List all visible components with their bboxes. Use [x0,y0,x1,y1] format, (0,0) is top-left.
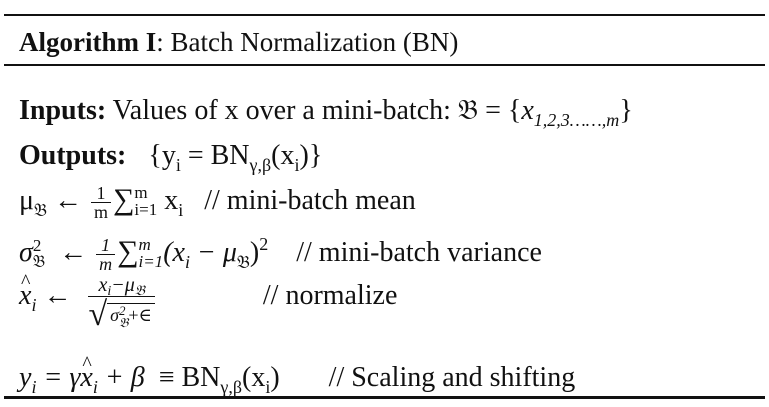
variance-sum-symbol: ∑ [117,235,139,268]
algorithm-title: Algorithm I: Batch Normalization (BN) [19,26,458,58]
normalize-arrow: ← [36,280,79,311]
mean-mu: μ [19,185,35,216]
scale-eq: = γ [36,362,81,393]
variance-minus: − μ [189,237,237,268]
scale-xhat: x [80,348,92,394]
mean-frac-den: m [91,202,112,221]
normalize-fraction: xi−μ𝔅 √ σ 2 𝔅 +∈ [88,274,155,333]
outputs-line: Outputs: {yi = BNγ,β(xi)} [19,140,323,175]
mean-arrow: ← [47,185,90,216]
variance-expr-open: (x [163,237,185,268]
variance-sigma-sup: 2 [32,236,42,255]
scale-xhat-sub: i [92,377,98,397]
scale-comment: // Scaling and shifting [279,362,576,393]
normalize-frac-num: xi−μ𝔅 [94,274,148,299]
mean-sum-sub: i=1 [134,200,158,219]
variance-sigma: σ [19,237,33,268]
top-rule [4,14,765,16]
scale-y-sub: i [31,377,37,397]
scale-shift-line: yi = γxi + β ≡ BNγ,β(xi) // Scaling and … [19,348,576,397]
scale-bn-sub: γ,β [220,377,242,397]
normalize-xhat-sub: i [31,295,37,315]
variance-arrow: ← [45,237,95,268]
inputs-line: Inputs: Values of x over a mini-batch: 𝔅… [19,93,633,130]
variance-comment: // mini-batch variance [268,237,542,268]
normalize-num-sub: i [107,284,112,299]
variance-mu-sub: 𝔅 [236,252,250,273]
inputs-text: Values of x over a mini-batch: [106,95,458,126]
inputs-close: } [619,95,633,126]
mean-mu-sub: 𝔅 [34,200,48,221]
variance-expr-close: ) [249,237,260,268]
header-rule [4,64,765,66]
scale-arg-sub: i [265,377,271,397]
scale-equiv: ≡ BN [144,362,221,393]
normalize-radical: √ [88,296,108,333]
variance-sum-limits: m i=1 [138,236,163,270]
scale-plus: + β [97,362,145,393]
algorithm-title-bold: Algorithm I [19,27,157,57]
outputs-open: {y [148,140,176,171]
mean-line: μ𝔅 ← 1 m ∑ m i=1 xi // mini-batch mean [19,183,416,222]
normalize-radicand: σ 2 𝔅 +∈ [107,303,155,330]
mean-comment: // mini-batch mean [183,185,416,216]
variance-sum-sub: i=1 [138,252,164,271]
scale-arg: (x [242,362,266,393]
algorithm-box: Algorithm I: Batch Normalization (BN) In… [4,14,765,400]
variance-frac-den: m [96,254,116,273]
bottom-rule [4,396,765,399]
mean-x-sub: i [178,200,184,220]
normalize-line: xi ← xi−μ𝔅√σ2𝔅+∈// normalize [19,266,398,332]
normalize-den-sup: 2 [119,303,126,318]
mean-x: x [157,185,179,216]
scale-arg-close: ) [270,362,280,393]
outputs-label: Outputs: [19,140,127,171]
inputs-sub: 1,2,3……,m [533,110,620,130]
normalize-den-sub: 𝔅 [119,316,129,331]
mean-sum-symbol: ∑ [113,183,135,216]
normalize-num-minus: −μ [111,274,135,296]
inputs-set-symbol: 𝔅 [457,93,479,126]
outputs-arg-close: )} [299,140,323,171]
normalize-xhat: x [19,266,31,312]
outputs-sub-gb: γ,β [249,155,272,175]
algorithm-title-text: : Batch Normalization (BN) [156,27,459,57]
normalize-comment: // normalize [262,280,398,311]
normalize-den-plus: +∈ [128,305,152,325]
mean-sum-limits: m i=1 [134,184,157,218]
outputs-arg-sub: i [294,155,300,175]
normalize-frac-den: √ σ 2 𝔅 +∈ [88,296,155,333]
variance-sum-sup: m [138,235,151,254]
variance-frac-num: 1 [101,235,111,256]
outputs-arg: (x [271,140,295,171]
scale-y: y [19,362,32,393]
inputs-eq: = { [478,95,522,126]
mean-sum-sup: m [134,183,148,202]
normalize-den-sigma: σ [110,305,120,325]
inputs-label: Inputs: [19,95,107,126]
normalize-num-x: x [98,274,108,296]
mean-frac-num: 1 [96,183,106,204]
variance-x-sub: i [184,252,190,272]
inputs-x: x [521,95,534,126]
outputs-sub-i: i [175,155,181,175]
outputs-eq: = BN [180,140,250,171]
normalize-num-mu-sub: 𝔅 [134,283,145,299]
variance-expr-sup: 2 [259,234,269,254]
variance-sigma-sub: 𝔅 [32,252,46,272]
